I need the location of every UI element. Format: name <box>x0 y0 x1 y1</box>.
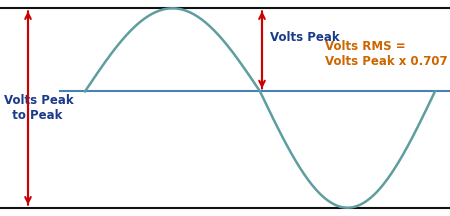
Text: Volts RMS =
Volts Peak x 0.707: Volts RMS = Volts Peak x 0.707 <box>325 40 448 68</box>
Text: Volts Peak: Volts Peak <box>270 31 340 44</box>
Text: Volts Peak
  to Peak: Volts Peak to Peak <box>4 94 74 122</box>
